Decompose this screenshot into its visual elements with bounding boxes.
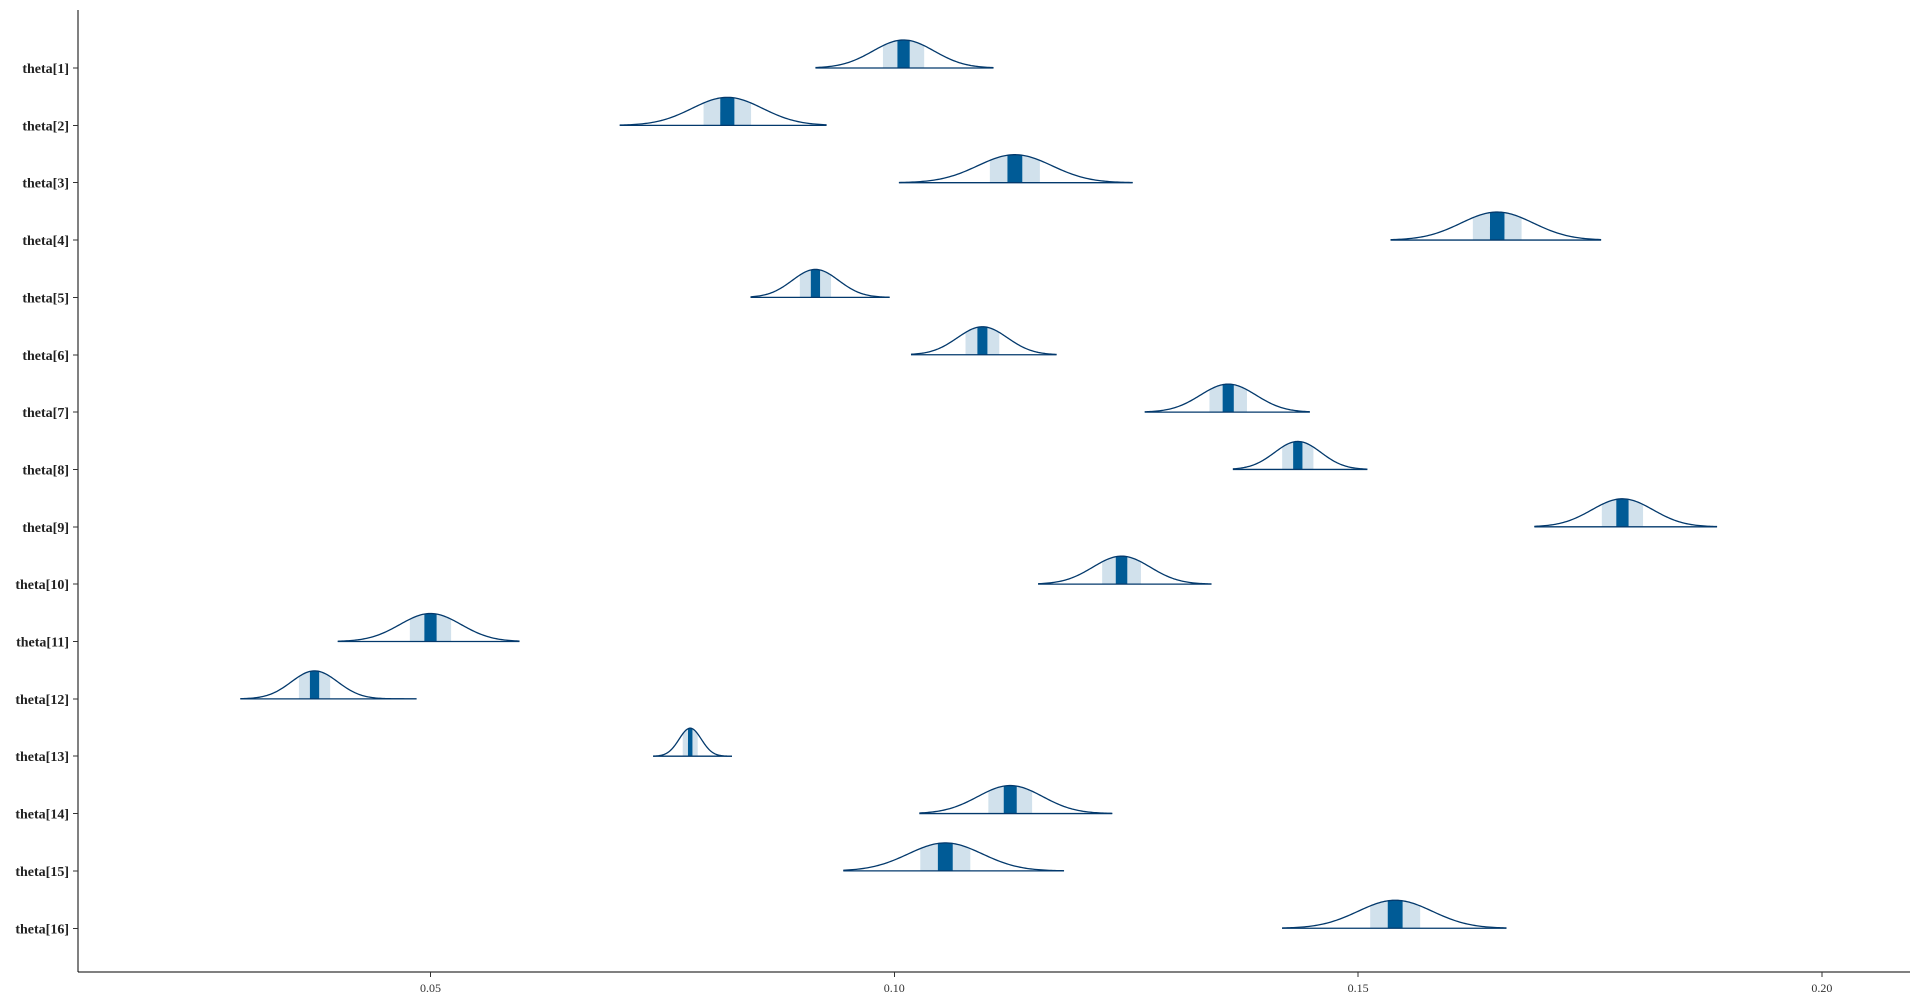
density-theta6 bbox=[910, 326, 1057, 356]
density-theta2 bbox=[619, 96, 827, 126]
density-theta10 bbox=[1038, 555, 1212, 585]
density-theta8 bbox=[1232, 440, 1368, 471]
y-tick-label: theta[14] bbox=[15, 808, 69, 823]
y-tick-label: theta[6] bbox=[22, 349, 69, 364]
y-tick-label: theta[2] bbox=[22, 119, 69, 134]
interval-inner bbox=[977, 326, 988, 355]
x-axis-ticks: 0.05 0.10 0.15 0.20 bbox=[420, 972, 1832, 995]
interval-inner bbox=[1115, 556, 1128, 585]
interval-inner bbox=[1293, 441, 1303, 470]
interval-inner bbox=[720, 97, 735, 126]
interval-inner bbox=[937, 842, 953, 871]
density-theta12 bbox=[240, 670, 417, 700]
density-curve bbox=[653, 727, 732, 757]
density-curve bbox=[898, 154, 1133, 184]
interval-inner bbox=[1003, 785, 1017, 814]
density-curve bbox=[910, 326, 1057, 356]
interval-inner bbox=[1007, 154, 1023, 183]
y-tick-label: theta[11] bbox=[16, 636, 69, 651]
density-theta4 bbox=[1390, 211, 1602, 241]
density-theta1 bbox=[815, 39, 994, 69]
y-tick-label: theta[3] bbox=[22, 177, 69, 192]
y-tick-label: theta[8] bbox=[22, 463, 69, 478]
interval-inner bbox=[687, 728, 693, 757]
density-curve bbox=[843, 842, 1065, 872]
x-tick-label: 0.05 bbox=[420, 981, 441, 995]
density-curve bbox=[919, 784, 1113, 814]
y-tick-label: theta[15] bbox=[15, 865, 69, 880]
density-theta7 bbox=[1144, 383, 1310, 413]
interval-inner bbox=[1387, 900, 1403, 929]
interval-inner bbox=[424, 613, 437, 642]
density-curve bbox=[1534, 498, 1718, 528]
y-tick-label: theta[16] bbox=[15, 922, 69, 937]
density-curve bbox=[1144, 383, 1310, 413]
density-theta16 bbox=[1282, 899, 1507, 929]
interval-inner bbox=[1489, 212, 1505, 241]
density-curve bbox=[619, 96, 827, 126]
x-tick-label: 0.10 bbox=[884, 981, 905, 995]
y-tick-label: theta[13] bbox=[15, 750, 69, 765]
density-curve bbox=[1282, 899, 1507, 929]
density-curve bbox=[815, 39, 994, 69]
y-tick-label: theta[5] bbox=[22, 291, 69, 306]
density-theta15 bbox=[843, 842, 1065, 872]
density-theta5 bbox=[750, 268, 890, 299]
density-theta3 bbox=[898, 154, 1133, 184]
density-theta11 bbox=[337, 612, 520, 643]
interval-inner bbox=[1616, 498, 1629, 527]
density-theta13 bbox=[653, 727, 732, 757]
y-tick-label: theta[9] bbox=[22, 521, 69, 536]
x-tick-label: 0.15 bbox=[1348, 981, 1369, 995]
interval-inner bbox=[1222, 384, 1234, 413]
density-theta9 bbox=[1534, 498, 1718, 528]
interval-inner bbox=[897, 40, 910, 68]
y-tick-label: theta[1] bbox=[22, 62, 69, 77]
density-curve bbox=[1232, 440, 1368, 470]
x-tick-label: 0.20 bbox=[1811, 981, 1832, 995]
density-curve bbox=[750, 268, 890, 298]
y-tick-label: theta[12] bbox=[15, 693, 69, 708]
density-theta14 bbox=[919, 784, 1113, 815]
density-curve bbox=[1390, 211, 1602, 241]
density-curve bbox=[337, 612, 520, 642]
y-tick-label: theta[4] bbox=[22, 234, 69, 249]
y-tick-label: theta[7] bbox=[22, 406, 69, 421]
y-tick-label: theta[10] bbox=[15, 578, 69, 593]
density-curve bbox=[1038, 555, 1212, 585]
interval-inner bbox=[309, 670, 320, 699]
y-axis-ticks: theta[1] theta[2] theta[3] theta[4] theta[5]… bbox=[15, 62, 78, 937]
density-series bbox=[240, 39, 1718, 929]
interval-inner bbox=[810, 269, 821, 298]
